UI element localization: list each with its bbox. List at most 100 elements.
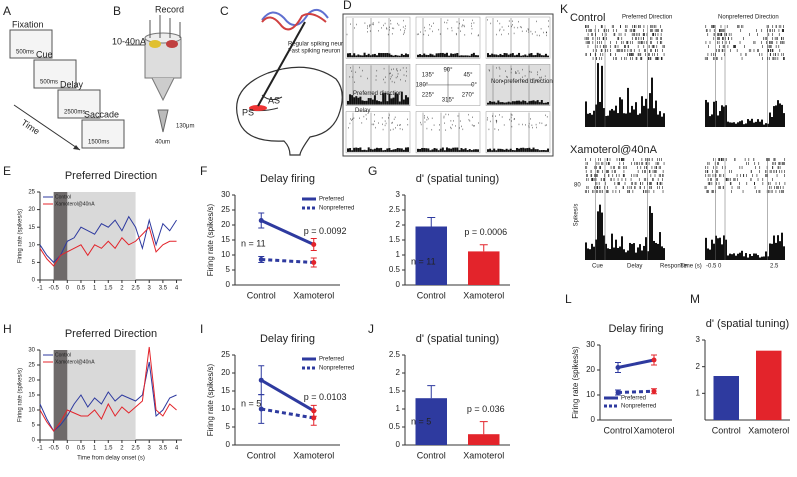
histogram-bar <box>378 148 381 152</box>
y-tick-label: 25 <box>28 190 35 196</box>
bar <box>468 434 500 445</box>
histogram-bar <box>633 109 635 127</box>
histogram-bar <box>347 100 349 105</box>
histogram-bar <box>505 102 508 105</box>
direction-label: 225° <box>422 93 435 99</box>
histogram-bar <box>526 148 529 152</box>
histogram-bar <box>757 119 759 127</box>
direction-label: 270° <box>462 93 475 99</box>
histogram-bar <box>771 116 773 127</box>
histogram-bar <box>524 100 527 105</box>
chart: d' (spatial tuning) 0 0.5 1 1.5 2 2.5 3 Control X… <box>389 173 510 300</box>
histogram-bar <box>536 149 539 152</box>
y-tick-label: 0 <box>226 280 231 289</box>
histogram-bar <box>445 52 448 58</box>
histogram-bar <box>659 111 661 127</box>
histogram-bar <box>400 148 403 152</box>
bar <box>756 350 782 420</box>
histogram-bar <box>441 52 444 58</box>
x-tick-label: Control <box>417 450 446 460</box>
histogram-bar <box>779 241 781 260</box>
barrel <box>149 40 161 48</box>
histogram-bar <box>651 77 653 127</box>
histogram-bar <box>595 239 597 260</box>
histogram-bar <box>735 255 737 260</box>
annotation: p = 0.0092 <box>304 226 347 236</box>
histogram-bar <box>491 101 494 105</box>
histogram-bar <box>729 253 731 260</box>
histogram-bar <box>777 235 779 260</box>
histogram-bar <box>627 250 629 260</box>
tip-detail <box>157 109 169 133</box>
histogram-bar <box>713 101 715 127</box>
histogram-bar <box>585 242 587 260</box>
series-line <box>39 361 177 432</box>
histogram-bar <box>547 55 550 58</box>
histogram-bar <box>727 255 729 260</box>
y-tick-label: 5 <box>226 265 231 274</box>
histogram-bar <box>378 52 381 58</box>
bar <box>415 226 447 285</box>
x-tick-label: -0.5 <box>48 286 59 292</box>
panel-label: I <box>200 322 203 336</box>
x-tick-label: Control <box>247 290 276 300</box>
cell <box>415 111 481 154</box>
histogram-bar <box>400 91 403 105</box>
histogram-bar <box>456 147 459 152</box>
y-tick-label: 0.5 <box>389 265 401 274</box>
histogram-bar <box>388 148 391 152</box>
histogram-bar <box>378 101 381 105</box>
histogram-bar <box>365 55 368 58</box>
histogram-bar <box>404 53 407 58</box>
histogram-bar <box>613 247 615 260</box>
x-tick-label: 2 <box>120 286 124 292</box>
histogram-bar <box>361 150 364 152</box>
histogram-bar <box>633 243 635 260</box>
histogram-bar <box>390 98 393 105</box>
histogram-bar <box>499 102 502 105</box>
histogram-bar <box>402 99 405 105</box>
histogram-bar <box>663 113 665 127</box>
histogram-bar <box>619 97 621 127</box>
histogram-bar <box>536 100 539 105</box>
histogram-bar <box>661 246 663 260</box>
screen <box>33 59 77 89</box>
histogram-bar <box>347 53 349 58</box>
histogram-bar <box>522 55 525 58</box>
histogram-bar <box>745 123 747 127</box>
epoch-label: Delay <box>355 108 370 114</box>
x-tick-label: -0.5 <box>706 264 717 270</box>
histogram-bar <box>637 114 639 127</box>
histogram-bar <box>629 242 631 260</box>
error-bar <box>479 244 488 252</box>
histogram-bar <box>522 147 525 152</box>
x-label: Time (s) <box>680 264 702 270</box>
histogram-bar <box>773 235 775 260</box>
histogram-bar <box>593 110 595 127</box>
electrode-tip <box>151 77 175 102</box>
histogram-bar <box>427 54 430 58</box>
histogram-bar <box>532 55 535 58</box>
panel-label: M <box>690 292 700 306</box>
histogram-bar <box>763 124 765 127</box>
x-tick-label: 3.5 <box>159 446 168 452</box>
histogram-bar <box>468 149 471 152</box>
delay-period <box>67 192 136 280</box>
panel-label: A <box>3 4 11 18</box>
x-tick-label: -1 <box>37 446 43 452</box>
histogram-bar <box>755 253 757 260</box>
histogram-bar <box>349 53 352 58</box>
histogram-bar <box>643 105 645 127</box>
histogram-bar <box>373 95 376 105</box>
time-label: Time <box>20 117 42 136</box>
x-tick-label: Control <box>417 290 446 300</box>
x-axis-label: Time from delay onset (s) <box>77 456 145 462</box>
x-tick-label: 2.5 <box>770 264 779 270</box>
histogram-bar <box>382 53 385 58</box>
histogram-bar <box>359 96 362 105</box>
histogram-bar <box>425 54 428 58</box>
histogram-bar <box>520 101 523 105</box>
panel-label: H <box>3 322 12 336</box>
histogram-bar <box>404 95 407 105</box>
series-line <box>260 378 315 413</box>
